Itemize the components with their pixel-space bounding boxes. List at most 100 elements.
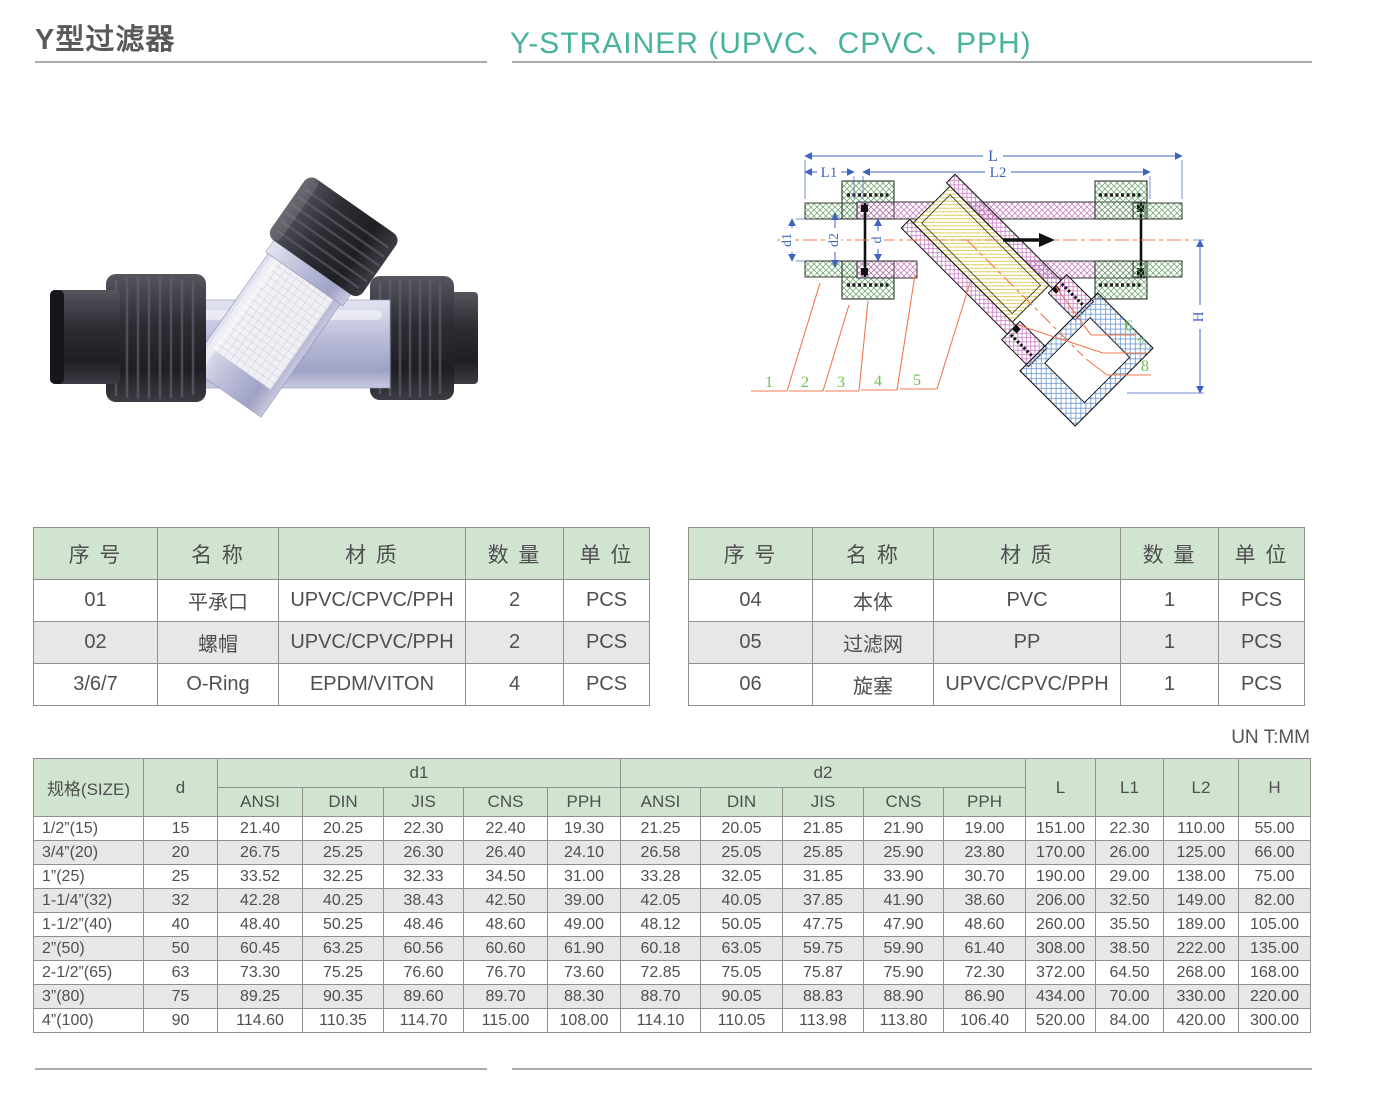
- callout-1: 1: [765, 374, 773, 391]
- table-row: 3/4”(20) 20 26.75 25.25 26.30 26.40 24.10 26.58…: [33, 840, 1311, 865]
- table-cell: 31.85: [782, 864, 864, 889]
- table-header-cell: 数 量: [465, 527, 564, 580]
- header-L: L: [1025, 758, 1096, 817]
- table-cell: PCS: [1218, 579, 1305, 622]
- table-cell: 90.35: [302, 984, 384, 1009]
- strainer-mesh: [211, 258, 334, 390]
- table-cell: 32.05: [700, 864, 783, 889]
- table-cell: 40.25: [302, 888, 384, 913]
- table-cell: 106.40: [943, 1008, 1026, 1033]
- table-cell: 84.00: [1095, 1008, 1164, 1033]
- table-cell: UPVC/CPVC/PPH: [278, 579, 466, 622]
- table-cell: UPVC/CPVC/PPH: [933, 663, 1121, 706]
- dim-label-d2: d2: [827, 233, 842, 247]
- table-cell: 115.00: [463, 1008, 548, 1033]
- dimension-table: 规格(SIZE) d d1 d2 L L1 L2 H ANSI DIN JIS …: [33, 758, 1311, 1033]
- table-cell: 34.50: [463, 864, 548, 889]
- parts-table-left: 序 号名 称材 质数 量单 位 01 平承口 UPVC/CPVC/PPH 2 PCS 02…: [33, 527, 650, 706]
- table-cell: 42.50: [463, 888, 548, 913]
- table-cell: 114.10: [620, 1008, 701, 1033]
- table-cell: 42.28: [217, 888, 303, 913]
- table-cell: 49.00: [547, 912, 621, 937]
- table-row: 05 过滤网 PP 1 PCS: [688, 621, 1305, 664]
- table-cell: 21.85: [782, 816, 864, 841]
- table-cell: 20.05: [700, 816, 783, 841]
- table-row: 04 本体 PVC 1 PCS: [688, 579, 1305, 622]
- table-cell: 63.25: [302, 936, 384, 961]
- table-cell: 105.00: [1238, 912, 1311, 937]
- table-cell: 本体: [812, 579, 934, 622]
- table-cell: 25.85: [782, 840, 864, 865]
- table-cell: 63: [143, 960, 218, 985]
- table-cell: 190.00: [1025, 864, 1096, 889]
- table-cell: 旋塞: [812, 663, 934, 706]
- table-cell: 37.85: [782, 888, 864, 913]
- table-cell: 70.00: [1095, 984, 1164, 1009]
- table-cell: 63.05: [700, 936, 783, 961]
- header-d1-pph: PPH: [547, 787, 621, 817]
- table-cell: 149.00: [1163, 888, 1239, 913]
- table-cell: 50: [143, 936, 218, 961]
- header-d2-ansi: ANSI: [620, 787, 701, 817]
- table-cell: 50.05: [700, 912, 783, 937]
- header-divider-left: [35, 61, 487, 63]
- table-cell: 33.52: [217, 864, 303, 889]
- table-cell: 138.00: [1163, 864, 1239, 889]
- table-cell: 25.05: [700, 840, 783, 865]
- table-cell: 47.90: [863, 912, 944, 937]
- table-cell: 21.90: [863, 816, 944, 841]
- header-d: d: [143, 758, 218, 817]
- table-cell: 22.40: [463, 816, 548, 841]
- header-d1-ansi: ANSI: [217, 787, 303, 817]
- table-cell: PCS: [563, 621, 650, 664]
- footer-divider-left: [35, 1068, 487, 1070]
- callout-3: 3: [837, 374, 845, 391]
- table-cell: 59.75: [782, 936, 864, 961]
- table-row: 4”(100) 90 114.60 110.35 114.70 115.00 108.00 1…: [33, 1008, 1311, 1033]
- table-cell: 110.35: [302, 1008, 384, 1033]
- diagram-right-union-nut: [1094, 180, 1148, 300]
- table-cell: 113.80: [863, 1008, 944, 1033]
- header-d2-jis: JIS: [782, 787, 864, 817]
- table-cell: 2: [465, 579, 564, 622]
- dim-label-d: d: [870, 237, 885, 244]
- table-cell: 2-1/2”(65): [33, 960, 144, 985]
- table-cell: 170.00: [1025, 840, 1096, 865]
- header-H: H: [1238, 758, 1311, 817]
- table-cell: 32.33: [383, 864, 464, 889]
- table-cell: 113.98: [782, 1008, 864, 1033]
- parts-table-right: 序 号名 称材 质数 量单 位 04 本体 PVC 1 PCS 05 过滤网 PP 1 PCS 06…: [688, 527, 1305, 706]
- table-cell: 06: [688, 663, 813, 706]
- table-cell: 32.25: [302, 864, 384, 889]
- table-cell: PCS: [563, 663, 650, 706]
- flow-arrow: [1003, 233, 1055, 247]
- table-cell: 222.00: [1163, 936, 1239, 961]
- table-cell: 38.50: [1095, 936, 1164, 961]
- product-photo: [50, 176, 478, 418]
- table-cell: 1: [1120, 621, 1219, 664]
- table-cell: 41.90: [863, 888, 944, 913]
- table-cell: 33.28: [620, 864, 701, 889]
- table-cell: 24.10: [547, 840, 621, 865]
- table-header-cell: 材 质: [933, 527, 1121, 580]
- table-cell: 48.46: [383, 912, 464, 937]
- table-cell: 88.90: [863, 984, 944, 1009]
- diagram-centerline: [777, 239, 1193, 357]
- table-cell: 89.70: [463, 984, 548, 1009]
- table-header-cell: 单 位: [1218, 527, 1305, 580]
- table-cell: 21.25: [620, 816, 701, 841]
- table-cell: 1: [1120, 579, 1219, 622]
- table-cell: 308.00: [1025, 936, 1096, 961]
- diagram-callouts: 1 2 3 4 5 6 7 8: [765, 318, 1149, 391]
- table-cell: 330.00: [1163, 984, 1239, 1009]
- table-cell: UPVC/CPVC/PPH: [278, 621, 466, 664]
- photo-cap: [269, 176, 398, 297]
- table-cell: 平承口: [157, 579, 279, 622]
- table-cell: 520.00: [1025, 1008, 1096, 1033]
- header-d2-pph: PPH: [943, 787, 1026, 817]
- table-cell: 25: [143, 864, 218, 889]
- table-cell: 73.30: [217, 960, 303, 985]
- table-row: 1”(25) 25 33.52 32.25 32.33 34.50 31.00 33.28 32…: [33, 864, 1311, 889]
- table-cell: 38.60: [943, 888, 1026, 913]
- table-cell: 75: [143, 984, 218, 1009]
